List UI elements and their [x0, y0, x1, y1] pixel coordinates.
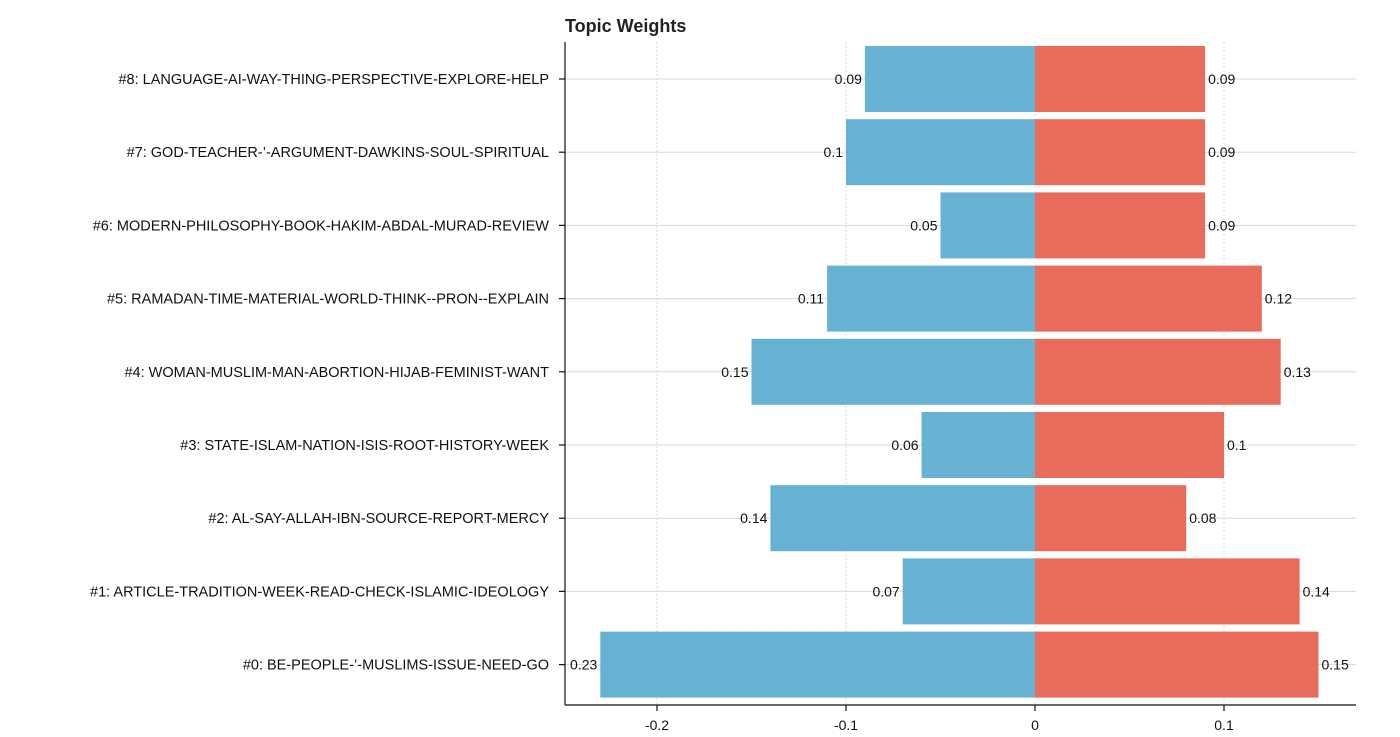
- value-label-right: 0.15: [1322, 657, 1349, 673]
- x-tick-label: -0.2: [645, 717, 669, 733]
- bar-left: [921, 412, 1035, 478]
- bar-right: [1035, 119, 1206, 186]
- category-label: #5: RAMADAN-TIME-MATERIAL-WORLD-THINK--P…: [107, 292, 549, 308]
- bar-right: [1035, 192, 1206, 259]
- value-label-right: 0.12: [1265, 291, 1292, 307]
- category-label: #1: ARTICLE-TRADITION-WEEK-READ-CHECK-IS…: [90, 584, 549, 600]
- category-label: #8: LANGUAGE-AI-WAY-THING-PERSPECTIVE-EX…: [118, 72, 549, 88]
- value-label-right: 0.09: [1208, 217, 1235, 233]
- labels-layer: 0.09 0.1 0.05 0.11 0.15 0.06 0.14 0.07 0.23 0.09 0…: [90, 71, 1349, 733]
- value-label-right: 0.1: [1227, 437, 1247, 453]
- bar-right: [1035, 412, 1224, 478]
- category-label: #4: WOMAN-MUSLIM-MAN-ABORTION-HIJAB-FEMI…: [124, 365, 549, 381]
- value-label-left: 0.06: [891, 437, 918, 453]
- bar-left: [940, 192, 1035, 259]
- bar-left: [902, 558, 1035, 625]
- bar-left: [770, 485, 1035, 552]
- category-label: #3: STATE-ISLAM-NATION-ISIS-ROOT-HISTORY…: [180, 438, 549, 454]
- value-label-left: 0.23: [570, 657, 597, 673]
- bar-left: [846, 119, 1035, 186]
- value-label-left: 0.15: [721, 364, 748, 380]
- category-label: #7: GOD-TEACHER-’-ARGUMENT-DAWKINS-SOUL-…: [127, 145, 549, 161]
- x-tick-label: 0: [1031, 717, 1039, 733]
- value-label-left: 0.05: [910, 217, 937, 233]
- bar-right: [1035, 265, 1262, 332]
- bar-right: [1035, 485, 1187, 552]
- category-label: #6: MODERN-PHILOSOPHY-BOOK-HAKIM-ABDAL-M…: [93, 218, 550, 234]
- bar-right: [1035, 631, 1319, 698]
- bar-right: [1035, 558, 1300, 625]
- axis-layer: [559, 42, 1356, 711]
- category-label: #0: BE-PEOPLE-’-MUSLIMS-ISSUE-NEED-GO: [243, 658, 549, 674]
- chart-title: Topic Weights: [565, 16, 686, 36]
- bar-right: [1035, 338, 1281, 405]
- value-label-right: 0.08: [1189, 510, 1216, 526]
- value-label-left: 0.09: [835, 71, 862, 87]
- value-label-left: 0.1: [824, 144, 844, 160]
- bar-left: [600, 631, 1035, 698]
- value-label-right: 0.13: [1284, 364, 1311, 380]
- value-label-right: 0.14: [1303, 583, 1330, 599]
- x-tick-label: -0.1: [834, 717, 858, 733]
- value-label-right: 0.09: [1208, 71, 1235, 87]
- value-label-left: 0.11: [798, 291, 824, 307]
- bar-left: [827, 265, 1035, 332]
- category-label: #2: AL-SAY-ALLAH-IBN-SOURCE-REPORT-MERCY: [208, 511, 549, 527]
- bar-right: [1035, 46, 1206, 112]
- value-label-left: 0.07: [872, 583, 899, 599]
- value-label-right: 0.09: [1208, 144, 1235, 160]
- bar-left: [864, 46, 1035, 112]
- bar-left: [751, 338, 1035, 405]
- x-tick-label: 0.1: [1214, 717, 1234, 733]
- value-label-left: 0.14: [740, 510, 767, 526]
- bars-layer: [600, 46, 1319, 698]
